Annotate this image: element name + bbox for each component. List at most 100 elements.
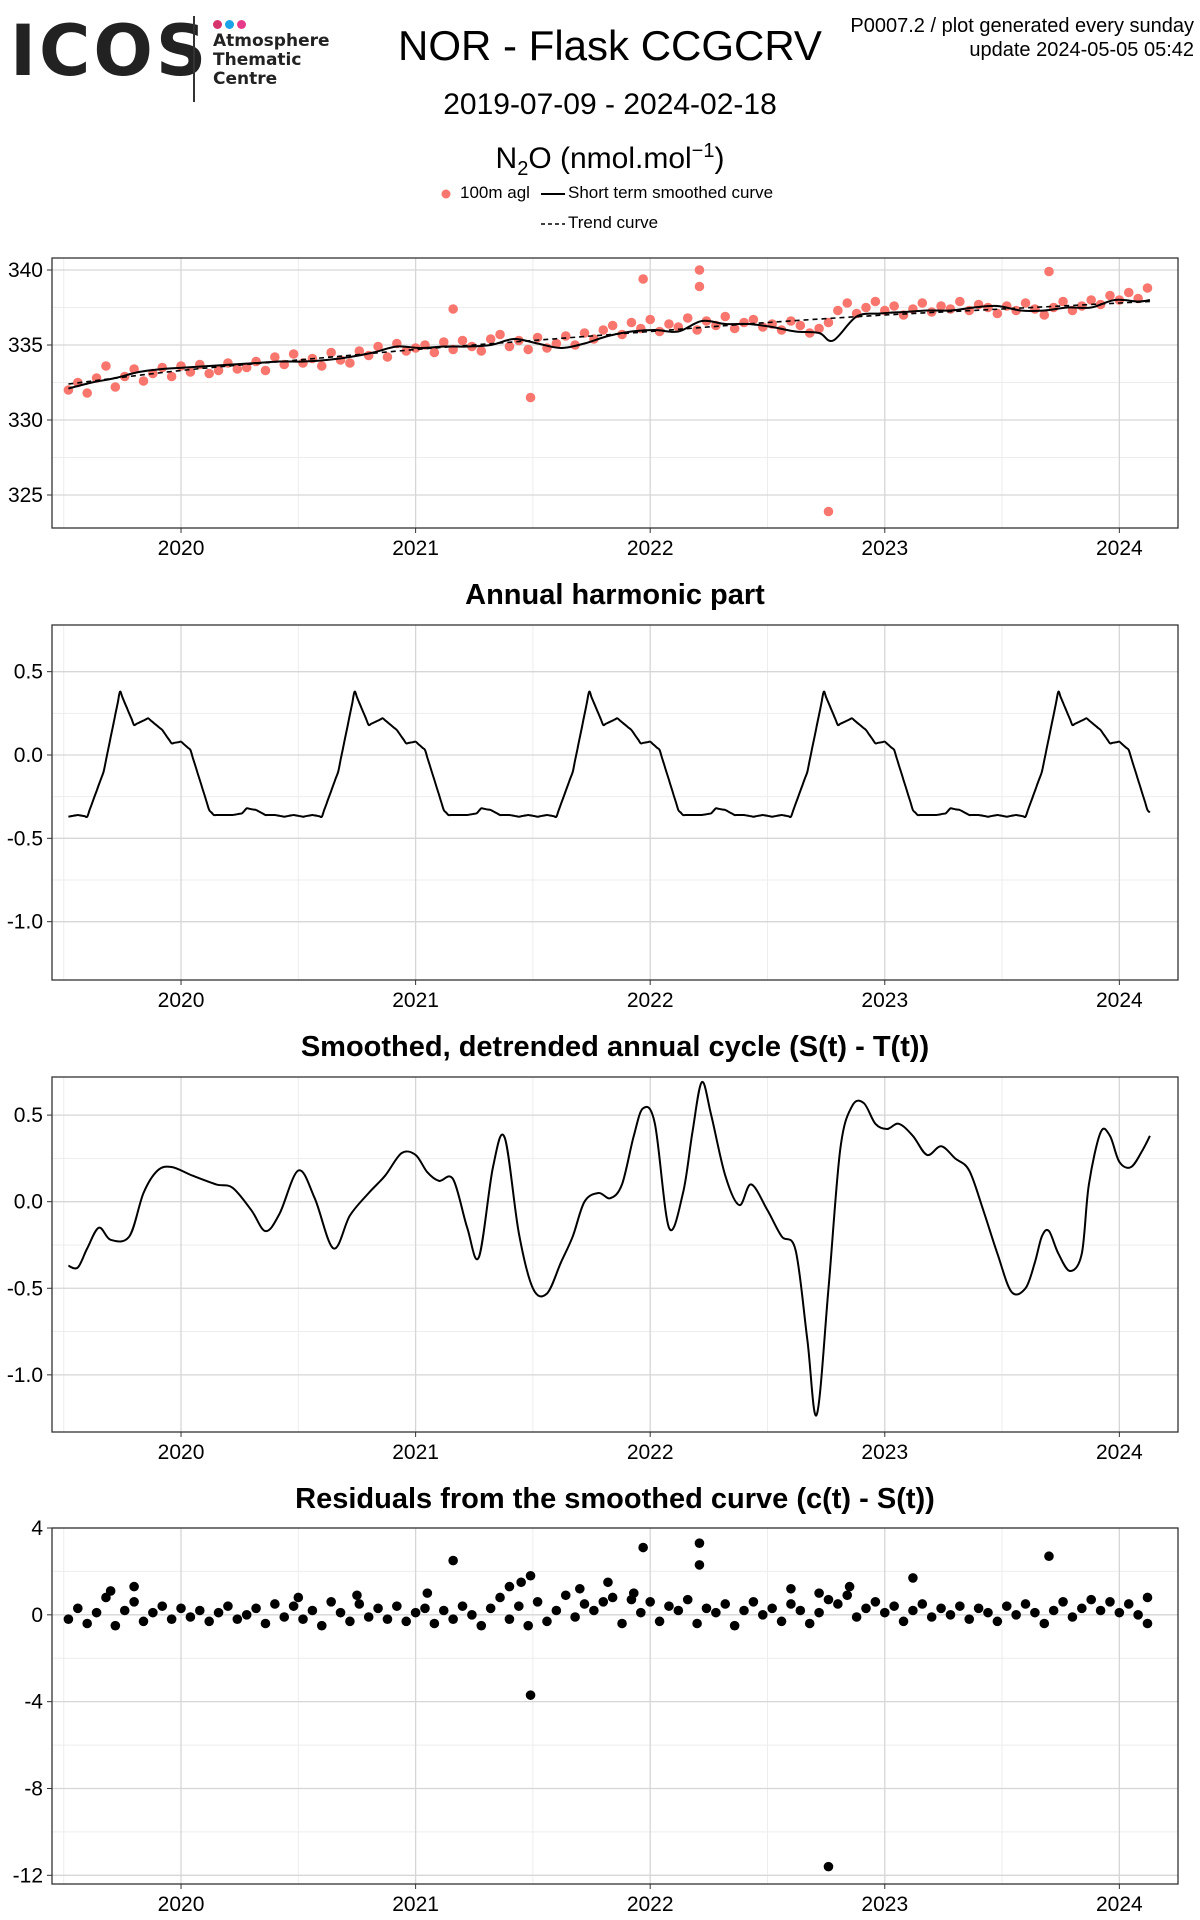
y-tick-label: 340: [8, 259, 43, 282]
data-point: [1001, 1601, 1012, 1611]
data-point: [842, 298, 853, 308]
data-point: [270, 1599, 280, 1609]
data-point: [354, 1599, 365, 1609]
data-point: [307, 1605, 318, 1616]
data-point: [495, 329, 505, 340]
data-point: [213, 1607, 224, 1618]
data-point: [485, 1603, 496, 1614]
data-point: [617, 1618, 627, 1629]
y-tick-label: 325: [8, 484, 43, 507]
data-point: [354, 346, 365, 356]
data-point: [917, 1599, 928, 1609]
data-point: [823, 1861, 834, 1872]
panel-title: Smoothed, detrended annual cycle (S(t) -…: [301, 1031, 929, 1063]
data-point: [260, 1618, 271, 1629]
data-point: [983, 302, 993, 313]
data-point: [992, 308, 1003, 319]
data-point: [603, 1577, 613, 1588]
data-point: [589, 1605, 599, 1616]
data-point: [1142, 1592, 1153, 1603]
data-point: [176, 1603, 186, 1614]
data-point: [551, 338, 562, 349]
data-point: [73, 1603, 83, 1614]
data-point: [110, 1620, 121, 1631]
data-point: [786, 1583, 796, 1594]
data-point: [861, 1603, 871, 1614]
data-point: [401, 346, 412, 356]
data-point: [692, 1618, 702, 1629]
data-point: [579, 1599, 590, 1609]
y-tick-label: -8: [24, 1777, 43, 1800]
data-point: [814, 1607, 824, 1618]
data-point: [1077, 1603, 1087, 1614]
y-tick-label: 4: [31, 1517, 43, 1540]
data-point: [579, 328, 590, 338]
data-point: [1123, 1599, 1134, 1609]
data-point: [1020, 1599, 1031, 1609]
data-point: [1020, 298, 1031, 308]
data-point: [720, 311, 731, 322]
x-tick-label: 2021: [392, 537, 439, 560]
x-tick-label: 2022: [627, 989, 674, 1012]
data-point: [241, 1610, 252, 1620]
data-point: [429, 1618, 440, 1629]
logo-line: Centre: [213, 69, 278, 89]
data-point: [420, 1603, 430, 1614]
data-point: [525, 1570, 536, 1581]
data-point: [767, 1603, 777, 1614]
panel-frame: [51, 624, 1179, 981]
data-point: [889, 1601, 899, 1611]
data-point: [298, 1614, 308, 1624]
data-point: [1142, 283, 1153, 293]
data-point: [166, 1614, 177, 1624]
data-point: [575, 1583, 585, 1594]
data-point: [955, 296, 965, 307]
data-point: [110, 382, 121, 392]
data-point: [1114, 1607, 1125, 1618]
data-point: [373, 1603, 383, 1614]
data-point: [748, 1597, 759, 1607]
data-point: [429, 347, 440, 358]
data-point: [814, 323, 824, 334]
data-point: [352, 1590, 362, 1601]
species-label: N2O (nmol.mol−1): [380, 140, 840, 181]
data-point: [1048, 1605, 1059, 1616]
plot-metadata: P0007.2 / plot generated every sunday up…: [850, 14, 1194, 62]
data-point: [842, 1590, 853, 1601]
data-point: [1067, 1612, 1078, 1622]
data-point: [1105, 290, 1115, 301]
x-tick-label: 2023: [861, 1893, 908, 1916]
data-point: [1039, 310, 1050, 320]
species-subscript: 2: [517, 158, 529, 180]
data-point: [1095, 1605, 1106, 1616]
data-point: [628, 1588, 639, 1598]
data-point: [598, 1597, 609, 1607]
data-point: [711, 1607, 721, 1618]
legend-smooth-swatch: [541, 193, 565, 195]
data-point: [1011, 1610, 1021, 1620]
data-point: [382, 352, 393, 362]
data-point: [739, 317, 749, 328]
data-point: [316, 361, 327, 371]
x-tick-label: 2020: [158, 1441, 205, 1464]
data-point: [326, 347, 336, 358]
data-point: [795, 1605, 806, 1616]
data-point: [422, 1588, 433, 1598]
panel-title: Residuals from the smoothed curve (c(t) …: [295, 1483, 935, 1515]
y-tick-label: 0: [31, 1604, 43, 1627]
logo-wordmark: ICOS: [10, 10, 210, 92]
data-point: [476, 346, 487, 356]
data-point: [908, 1573, 918, 1583]
data-point: [532, 1597, 543, 1607]
data-point: [410, 1607, 421, 1618]
data-point: [645, 314, 655, 325]
y-tick-label: -0.5: [7, 1277, 43, 1300]
data-point: [345, 1616, 355, 1627]
data-point: [748, 314, 759, 325]
meta-line-1: P0007.2 / plot generated every sunday: [850, 15, 1194, 37]
data-point: [879, 1607, 890, 1618]
data-point: [645, 1597, 655, 1607]
data-point: [448, 304, 458, 314]
data-point: [293, 1592, 304, 1603]
data-point: [148, 1607, 158, 1618]
